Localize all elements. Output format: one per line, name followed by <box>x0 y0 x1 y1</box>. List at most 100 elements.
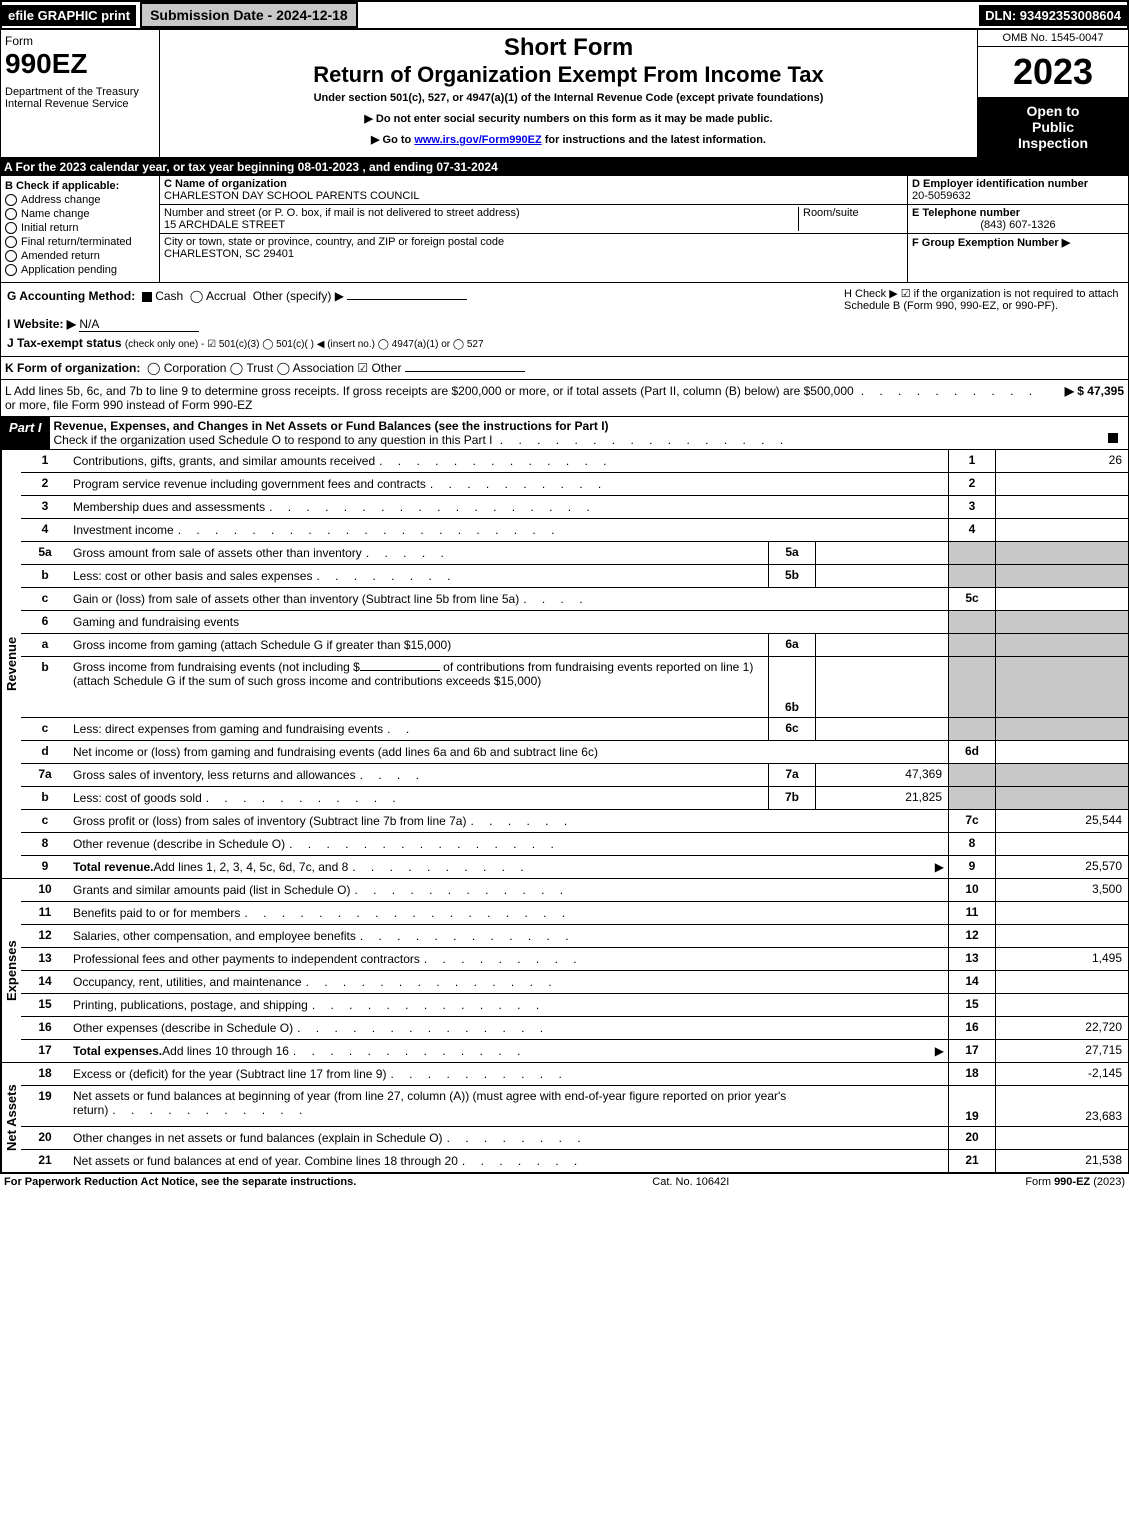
line-7a: 7a Gross sales of inventory, less return… <box>21 764 1128 787</box>
ein-value: 20-5059632 <box>912 190 971 202</box>
line-18-value: -2,145 <box>995 1063 1128 1085</box>
expenses-section: Expenses 10 Grants and similar amounts p… <box>0 879 1129 1063</box>
inst2-pre: ▶ Go to <box>371 134 414 146</box>
page-footer: For Paperwork Reduction Act Notice, see … <box>0 1173 1129 1190</box>
city-row: City or town, state or province, country… <box>160 234 907 262</box>
subtitle: Under section 501(c), 527, or 4947(a)(1)… <box>164 92 973 104</box>
instruction-1: ▶ Do not enter social security numbers o… <box>164 112 973 125</box>
line-13: 13 Professional fees and other payments … <box>21 948 1128 971</box>
line-7b: b Less: cost of goods sold. . . . . . . … <box>21 787 1128 810</box>
line-17: 17 Total expenses. Add lines 10 through … <box>21 1040 1128 1062</box>
instruction-2: ▶ Go to www.irs.gov/Form990EZ for instru… <box>164 133 973 146</box>
org-name: CHARLESTON DAY SCHOOL PARENTS COUNCIL <box>164 190 420 202</box>
irs-link[interactable]: www.irs.gov/Form990EZ <box>414 134 541 146</box>
check-address[interactable]: Address change <box>5 194 155 206</box>
line-5a: 5a Gross amount from sale of assets othe… <box>21 542 1128 565</box>
line-5c: c Gain or (loss) from sale of assets oth… <box>21 588 1128 611</box>
phone-row: E Telephone number (843) 607-1326 <box>908 205 1128 234</box>
schedule-o-check-icon <box>1108 433 1118 443</box>
header-right: OMB No. 1545-0047 2023 Open toPublicInsp… <box>977 30 1128 157</box>
open-public: Open toPublicInspection <box>978 97 1128 157</box>
check-name[interactable]: Name change <box>5 208 155 220</box>
line-7c: c Gross profit or (loss) from sales of i… <box>21 810 1128 833</box>
line-6b: b Gross income from fundraising events (… <box>21 657 1128 718</box>
header-left: Form 990EZ Department of the TreasuryInt… <box>1 30 160 157</box>
phone-value: (843) 607-1326 <box>912 219 1124 231</box>
info-grid: B Check if applicable: Address change Na… <box>0 176 1129 283</box>
check-final[interactable]: Final return/terminated <box>5 236 155 248</box>
line-9: 9 Total revenue. Total revenue. Add line… <box>21 856 1128 878</box>
line-11: 11 Benefits paid to or for members. . . … <box>21 902 1128 925</box>
ein-label: D Employer identification number <box>912 178 1088 190</box>
check-initial[interactable]: Initial return <box>5 222 155 234</box>
line-6: 6 Gaming and fundraising events <box>21 611 1128 634</box>
group-label: F Group Exemption Number ▶ <box>912 237 1070 249</box>
line-6a: a Gross income from gaming (attach Sched… <box>21 634 1128 657</box>
phone-label: E Telephone number <box>912 207 1020 219</box>
check-amended[interactable]: Amended return <box>5 250 155 262</box>
group-row: F Group Exemption Number ▶ <box>908 234 1128 251</box>
l-amount: ▶ $ 47,395 <box>1065 384 1124 412</box>
street-value: 15 ARCHDALE STREET <box>164 219 285 231</box>
street-row: Number and street (or P. O. box, if mail… <box>160 205 907 234</box>
line-6d: d Net income or (loss) from gaming and f… <box>21 741 1128 764</box>
col-d: D Employer identification number 20-5059… <box>907 176 1128 282</box>
revenue-section: Revenue 1 Contributions, gifts, grants, … <box>0 450 1129 879</box>
footer-center: Cat. No. 10642I <box>652 1176 729 1188</box>
footer-right: Form 990-EZ (2023) <box>1025 1176 1125 1188</box>
line-2: 2 Program service revenue including gove… <box>21 473 1128 496</box>
line-16-value: 22,720 <box>995 1017 1128 1039</box>
line-7b-value: 21,825 <box>815 787 948 809</box>
section-ghijkl: H Check ▶ ☑ if the organization is not r… <box>0 283 1129 357</box>
col-b: B Check if applicable: Address change Na… <box>1 176 160 282</box>
line-6c: c Less: direct expenses from gaming and … <box>21 718 1128 741</box>
dln-label: DLN: 93492353008604 <box>979 5 1127 26</box>
header-center: Short Form Return of Organization Exempt… <box>160 30 977 157</box>
return-title: Return of Organization Exempt From Incom… <box>164 62 973 88</box>
netassets-label: Net Assets <box>1 1063 21 1172</box>
ein-row: D Employer identification number 20-5059… <box>908 176 1128 205</box>
form-header: Form 990EZ Department of the TreasuryInt… <box>0 30 1129 158</box>
part1-label: Part I <box>1 417 50 449</box>
section-a: A For the 2023 calendar year, or tax yea… <box>0 158 1129 176</box>
form-number: 990EZ <box>5 48 155 80</box>
col-c: C Name of organization CHARLESTON DAY SC… <box>160 176 907 282</box>
tax-year: 2023 <box>978 47 1128 97</box>
check-pending[interactable]: Application pending <box>5 264 155 276</box>
line-12: 12 Salaries, other compensation, and emp… <box>21 925 1128 948</box>
org-name-row: C Name of organization CHARLESTON DAY SC… <box>160 176 907 205</box>
name-label: C Name of organization <box>164 178 287 190</box>
city-label: City or town, state or province, country… <box>164 236 504 248</box>
line-1: 1 Contributions, gifts, grants, and simi… <box>21 450 1128 473</box>
section-k: K Form of organization: ◯ Corporation ◯ … <box>0 357 1129 380</box>
col-b-title: B Check if applicable: <box>5 180 155 192</box>
line-19-value: 23,683 <box>995 1086 1128 1126</box>
city-value: CHARLESTON, SC 29401 <box>164 248 294 260</box>
line-4: 4 Investment income. . . . . . . . . . .… <box>21 519 1128 542</box>
efile-label[interactable]: efile GRAPHIC print <box>2 5 136 26</box>
submission-date: Submission Date - 2024-12-18 <box>140 2 358 28</box>
footer-left: For Paperwork Reduction Act Notice, see … <box>4 1176 356 1188</box>
line-16: 16 Other expenses (describe in Schedule … <box>21 1017 1128 1040</box>
line-21-value: 21,538 <box>995 1150 1128 1172</box>
l-text: L Add lines 5b, 6c, and 7b to line 9 to … <box>5 384 857 412</box>
line-1-value: 26 <box>995 450 1128 472</box>
top-bar: efile GRAPHIC print Submission Date - 20… <box>0 0 1129 30</box>
line-17-value: 27,715 <box>995 1040 1128 1062</box>
expenses-label: Expenses <box>1 879 21 1062</box>
section-l: L Add lines 5b, 6c, and 7b to line 9 to … <box>0 380 1129 417</box>
line-3: 3 Membership dues and assessments. . . .… <box>21 496 1128 519</box>
cash-check-icon <box>142 292 152 302</box>
department-label: Department of the TreasuryInternal Reven… <box>5 86 155 110</box>
part1-title: Revenue, Expenses, and Changes in Net As… <box>50 417 1128 449</box>
line-21: 21 Net assets or fund balances at end of… <box>21 1150 1128 1172</box>
inst2-post: for instructions and the latest informat… <box>542 134 766 146</box>
line-7a-value: 47,369 <box>815 764 948 786</box>
omb-number: OMB No. 1545-0047 <box>978 30 1128 47</box>
netassets-section: Net Assets 18 Excess or (deficit) for th… <box>0 1063 1129 1173</box>
line-14: 14 Occupancy, rent, utilities, and maint… <box>21 971 1128 994</box>
section-j: J Tax-exempt status (check only one) - ☑… <box>7 336 1122 350</box>
room-label: Room/suite <box>803 207 859 219</box>
line-7c-value: 25,544 <box>995 810 1128 832</box>
line-15: 15 Printing, publications, postage, and … <box>21 994 1128 1017</box>
